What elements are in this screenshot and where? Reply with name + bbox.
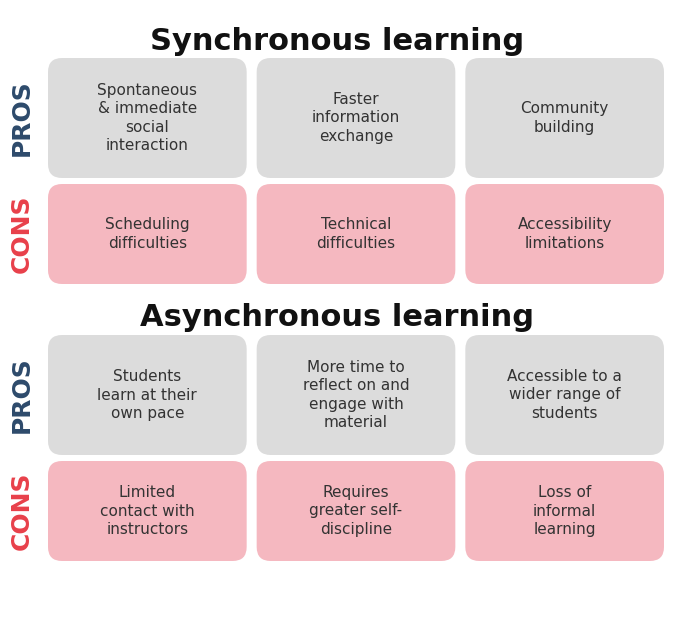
FancyBboxPatch shape — [465, 335, 664, 455]
FancyBboxPatch shape — [48, 461, 247, 561]
FancyBboxPatch shape — [257, 184, 456, 284]
FancyBboxPatch shape — [465, 184, 664, 284]
Text: CONS: CONS — [10, 472, 34, 550]
FancyBboxPatch shape — [465, 461, 664, 561]
FancyBboxPatch shape — [48, 184, 247, 284]
Text: PROS: PROS — [10, 80, 34, 156]
Text: Students
learn at their
own pace: Students learn at their own pace — [98, 369, 197, 421]
Text: Community
building: Community building — [520, 101, 609, 135]
Text: Synchronous learning: Synchronous learning — [150, 27, 524, 56]
Text: Faster
information
exchange: Faster information exchange — [312, 92, 400, 144]
Text: Spontaneous
& immediate
social
interaction: Spontaneous & immediate social interacti… — [97, 83, 197, 153]
Text: Scheduling
difficulties: Scheduling difficulties — [105, 217, 189, 251]
Text: Accessibility
limitations: Accessibility limitations — [518, 217, 612, 251]
FancyBboxPatch shape — [257, 58, 456, 178]
FancyBboxPatch shape — [48, 58, 247, 178]
Text: Requires
greater self-
discipline: Requires greater self- discipline — [309, 485, 402, 537]
Text: Accessible to a
wider range of
students: Accessible to a wider range of students — [508, 369, 622, 421]
Text: Asynchronous learning: Asynchronous learning — [140, 302, 534, 331]
FancyBboxPatch shape — [257, 461, 456, 561]
Text: Loss of
informal
learning: Loss of informal learning — [533, 485, 596, 537]
FancyBboxPatch shape — [257, 335, 456, 455]
FancyBboxPatch shape — [465, 58, 664, 178]
Text: CONS: CONS — [10, 195, 34, 273]
Text: PROS: PROS — [10, 357, 34, 433]
Text: Limited
contact with
instructors: Limited contact with instructors — [100, 485, 195, 537]
Text: Technical
difficulties: Technical difficulties — [316, 217, 396, 251]
FancyBboxPatch shape — [48, 335, 247, 455]
Text: More time to
reflect on and
engage with
material: More time to reflect on and engage with … — [303, 360, 409, 430]
